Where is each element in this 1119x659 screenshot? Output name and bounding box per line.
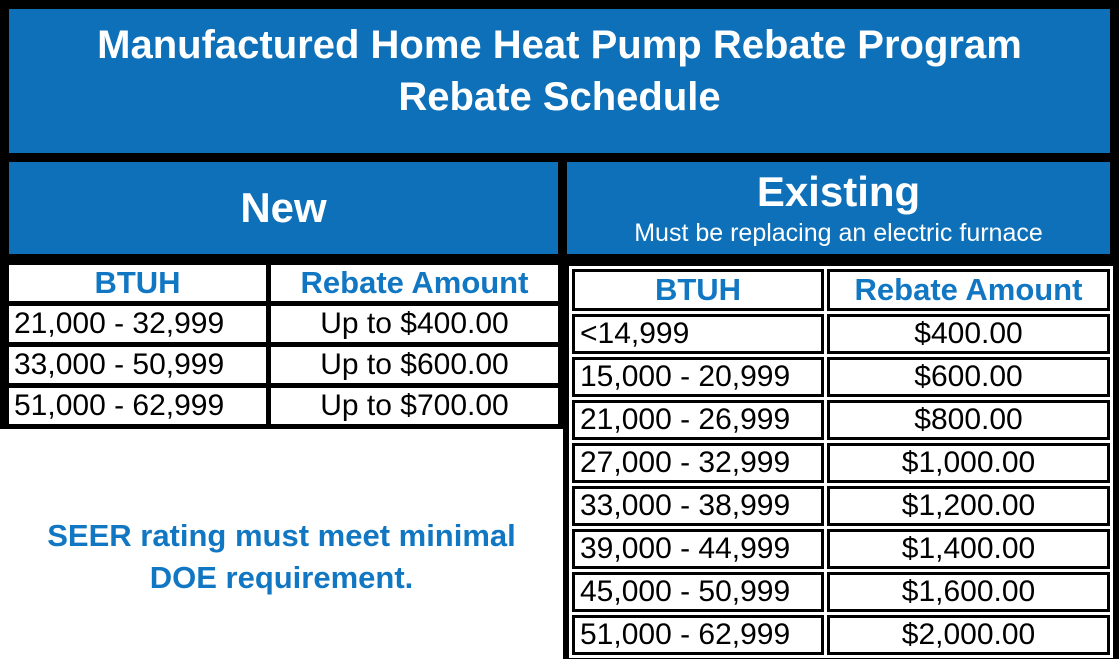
table-row: 27,000 - 32,999 $1,000.00 xyxy=(572,443,1110,483)
document-title-line2: Rebate Schedule xyxy=(398,75,721,119)
table-row: 15,000 - 20,999 $600.00 xyxy=(572,357,1110,397)
btuh-range: 21,000 - 32,999 xyxy=(2,301,271,347)
table-row: 51,000 - 62,999 $2,000.00 xyxy=(572,615,1110,655)
table-row: 33,000 - 50,999 Up to $600.00 xyxy=(2,342,563,388)
table-row: 51,000 - 62,999 Up to $700.00 xyxy=(2,383,563,429)
table-row: 45,000 - 50,999 $1,600.00 xyxy=(572,572,1110,612)
btuh-range: 21,000 - 26,999 xyxy=(572,400,824,440)
table-row: 21,000 - 32,999 Up to $400.00 xyxy=(2,301,563,347)
btuh-range: 51,000 - 62,999 xyxy=(2,383,271,429)
btuh-range: <14,999 xyxy=(572,314,824,354)
btuh-range: 15,000 - 20,999 xyxy=(572,357,824,397)
rebate-amount: $600.00 xyxy=(827,357,1110,397)
new-btuh-column-header: BTUH xyxy=(2,260,271,306)
rebate-amount: $400.00 xyxy=(827,314,1110,354)
new-rebate-column-header: Rebate Amount xyxy=(266,260,563,306)
rebate-amount: $1,400.00 xyxy=(827,529,1110,569)
rebate-amount: Up to $400.00 xyxy=(266,301,563,347)
table-row: 39,000 - 44,999 $1,400.00 xyxy=(572,529,1110,569)
seer-note-line1: SEER rating must meet minimal xyxy=(47,518,516,553)
rebate-amount: Up to $600.00 xyxy=(266,342,563,388)
document-title-line1: Manufactured Home Heat Pump Rebate Progr… xyxy=(97,23,1022,67)
btuh-range: 27,000 - 32,999 xyxy=(572,443,824,483)
existing-btuh-column-header: BTUH xyxy=(572,269,824,311)
rebate-amount: $800.00 xyxy=(827,400,1110,440)
new-section-header: New xyxy=(0,162,563,260)
btuh-range: 33,000 - 38,999 xyxy=(572,486,824,526)
new-section-header-label: New xyxy=(240,184,327,231)
existing-section: Existing Must be replacing an electric f… xyxy=(563,162,1119,659)
new-section: New BTUH Rebate Amount 21,000 - 32,999 U… xyxy=(0,162,563,599)
existing-section-subheader: Must be replacing an electric furnace xyxy=(634,218,1043,247)
rebate-amount: $1,200.00 xyxy=(827,486,1110,526)
seer-note: SEER rating must meet minimal DOE requir… xyxy=(0,515,563,599)
existing-section-header-label: Existing xyxy=(756,167,921,215)
existing-rebate-column-header: Rebate Amount xyxy=(827,269,1110,311)
existing-rebate-table: BTUH Rebate Amount <14,999 $400.00 15,00… xyxy=(563,260,1119,659)
existing-section-header: Existing Must be replacing an electric f… xyxy=(563,162,1119,260)
btuh-range: 51,000 - 62,999 xyxy=(572,615,824,655)
table-row: <14,999 $400.00 xyxy=(572,314,1110,354)
existing-table-header-row: BTUH Rebate Amount xyxy=(572,269,1110,311)
btuh-range: 45,000 - 50,999 xyxy=(572,572,824,612)
new-table-header-row: BTUH Rebate Amount xyxy=(2,260,563,306)
seer-note-line2: DOE requirement. xyxy=(149,560,414,595)
title-banner: Manufactured Home Heat Pump Rebate Progr… xyxy=(0,0,1119,162)
btuh-range: 39,000 - 44,999 xyxy=(572,529,824,569)
rebate-amount: $1,000.00 xyxy=(827,443,1110,483)
table-row: 33,000 - 38,999 $1,200.00 xyxy=(572,486,1110,526)
tables-area: New BTUH Rebate Amount 21,000 - 32,999 U… xyxy=(0,162,1119,659)
new-rebate-table: BTUH Rebate Amount 21,000 - 32,999 Up to… xyxy=(0,260,563,429)
rebate-amount: $2,000.00 xyxy=(827,615,1110,655)
btuh-range: 33,000 - 50,999 xyxy=(2,342,271,388)
rebate-amount: $1,600.00 xyxy=(827,572,1110,612)
table-row: 21,000 - 26,999 $800.00 xyxy=(572,400,1110,440)
rebate-amount: Up to $700.00 xyxy=(266,383,563,429)
